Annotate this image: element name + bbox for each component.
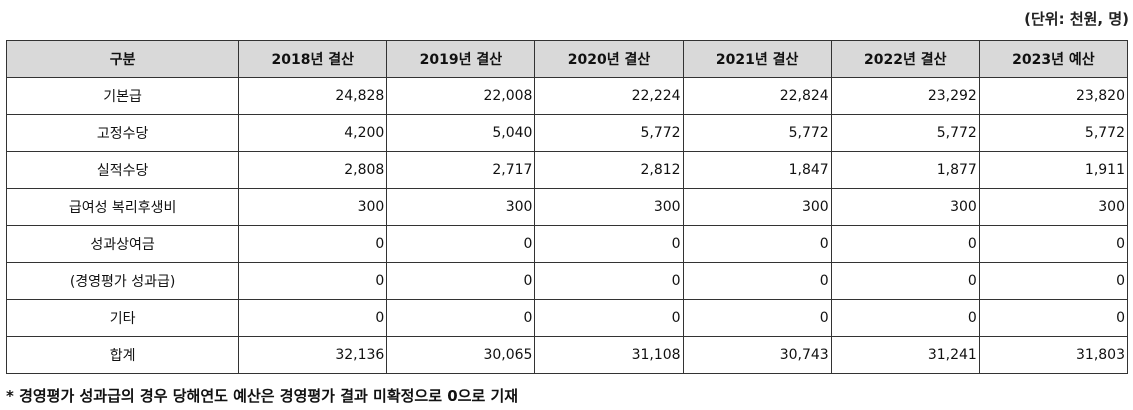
header-category: 구분 [5,40,240,78]
row-label: 고정수당 [5,114,240,152]
cell-value: 22,824 [682,77,832,115]
table-row: (경영평가 성과급) 0 0 0 0 0 0 [5,262,1129,300]
cell-value: 1,877 [830,151,980,189]
cell-value: 0 [386,299,536,337]
cell-value: 300 [682,188,832,226]
cell-value: 31,803 [978,336,1129,374]
cell-value: 300 [830,188,980,226]
cell-value: 31,108 [534,336,684,374]
row-label: 성과상여금 [5,225,240,263]
cell-value: 23,820 [978,77,1129,115]
cell-value: 0 [386,225,536,263]
cell-value: 22,008 [386,77,536,115]
cell-value: 0 [534,262,684,300]
row-label: 합계 [5,336,240,374]
header-2021: 2021년 결산 [682,40,832,78]
cell-value: 300 [386,188,536,226]
cell-value: 0 [978,299,1129,337]
row-label: 급여성 복리후생비 [5,188,240,226]
table-row: 급여성 복리후생비 300 300 300 300 300 300 [5,188,1129,226]
total-row: 합계 32,136 30,065 31,108 30,743 31,241 31… [5,336,1129,374]
cell-value: 0 [238,262,388,300]
row-label: (경영평가 성과급) [5,262,240,300]
footnote: * 경영평가 성과급의 경우 당해연도 예산은 경영평가 결과 미확정으로 0으… [6,387,519,405]
cell-value: 4,200 [238,114,388,152]
cell-value: 0 [830,299,980,337]
cell-value: 0 [238,299,388,337]
cell-value: 30,743 [682,336,832,374]
cell-value: 32,136 [238,336,388,374]
cell-value: 1,847 [682,151,832,189]
cell-value: 5,040 [386,114,536,152]
cell-value: 300 [238,188,388,226]
cell-value: 2,812 [534,151,684,189]
cell-value: 22,224 [534,77,684,115]
cell-value: 0 [978,225,1129,263]
cell-value: 0 [978,262,1129,300]
cell-value: 0 [238,225,388,263]
table-header-row: 구분 2018년 결산 2019년 결산 2020년 결산 2021년 결산 2… [5,40,1129,78]
cell-value: 2,717 [386,151,536,189]
cell-value: 31,241 [830,336,980,374]
header-2018: 2018년 결산 [238,40,388,78]
header-2023: 2023년 예산 [978,40,1129,78]
cell-value: 2,808 [238,151,388,189]
cell-value: 1,911 [978,151,1129,189]
header-2022: 2022년 결산 [830,40,980,78]
row-label: 실적수당 [5,151,240,189]
row-label: 기타 [5,299,240,337]
table-row: 기타 0 0 0 0 0 0 [5,299,1129,337]
table-row: 실적수당 2,808 2,717 2,812 1,847 1,877 1,911 [5,151,1129,189]
cell-value: 5,772 [978,114,1129,152]
cell-value: 0 [386,262,536,300]
cell-value: 5,772 [830,114,980,152]
salary-table: 구분 2018년 결산 2019년 결산 2020년 결산 2021년 결산 2… [5,40,1129,374]
cell-value: 0 [682,262,832,300]
header-2020: 2020년 결산 [534,40,684,78]
cell-value: 5,772 [682,114,832,152]
cell-value: 300 [534,188,684,226]
cell-value: 0 [534,225,684,263]
cell-value: 300 [978,188,1129,226]
header-2019: 2019년 결산 [386,40,536,78]
cell-value: 24,828 [238,77,388,115]
cell-value: 0 [534,299,684,337]
cell-value: 0 [682,225,832,263]
table-row: 고정수당 4,200 5,040 5,772 5,772 5,772 5,772 [5,114,1129,152]
cell-value: 0 [830,262,980,300]
cell-value: 0 [830,225,980,263]
unit-note: (단위: 천원, 명) [1024,10,1129,28]
table-row: 성과상여금 0 0 0 0 0 0 [5,225,1129,263]
cell-value: 5,772 [534,114,684,152]
cell-value: 30,065 [386,336,536,374]
cell-value: 0 [682,299,832,337]
cell-value: 23,292 [830,77,980,115]
row-label: 기본급 [5,77,240,115]
table-row: 기본급 24,828 22,008 22,224 22,824 23,292 2… [5,77,1129,115]
